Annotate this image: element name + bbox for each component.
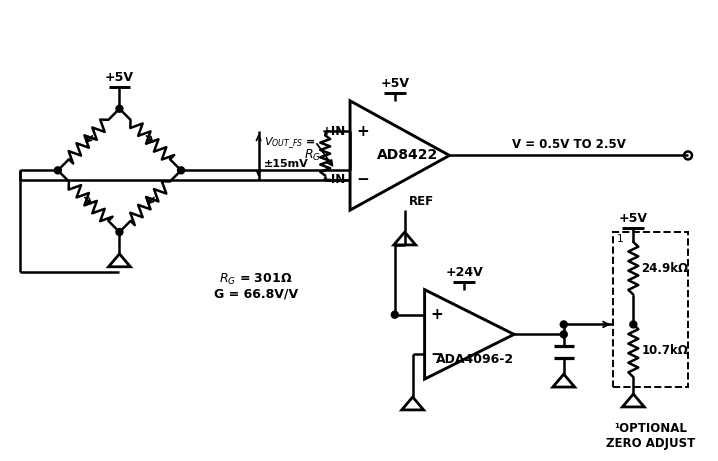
Text: +: + — [356, 124, 369, 139]
Text: ZERO ADJUST: ZERO ADJUST — [606, 437, 695, 450]
Circle shape — [55, 167, 61, 174]
Text: AD8422: AD8422 — [377, 148, 438, 162]
Circle shape — [560, 321, 567, 328]
Text: −IN: −IN — [322, 173, 346, 186]
Text: +IN: +IN — [322, 125, 346, 138]
Text: $R_G$: $R_G$ — [304, 148, 321, 163]
Circle shape — [116, 105, 123, 112]
Text: +24V: +24V — [445, 266, 483, 279]
Text: $V_{OUT\_FS}$ =: $V_{OUT\_FS}$ = — [264, 136, 315, 152]
Text: 24.9kΩ: 24.9kΩ — [641, 262, 689, 275]
Text: REF: REF — [409, 195, 434, 208]
Text: +5V: +5V — [619, 212, 648, 225]
Circle shape — [630, 321, 637, 328]
Text: V = 0.5V TO 2.5V: V = 0.5V TO 2.5V — [512, 138, 625, 152]
Text: +5V: +5V — [381, 77, 409, 90]
Circle shape — [177, 167, 185, 174]
Text: 1: 1 — [617, 234, 623, 244]
Circle shape — [116, 229, 123, 236]
Text: +5V: +5V — [105, 71, 134, 84]
Text: −: − — [431, 347, 443, 361]
Circle shape — [391, 311, 398, 318]
Text: ¹OPTIONAL: ¹OPTIONAL — [615, 422, 687, 435]
Text: −: − — [356, 172, 369, 187]
Text: G = 66.8V/V: G = 66.8V/V — [213, 287, 298, 300]
Text: 10.7kΩ: 10.7kΩ — [641, 344, 688, 357]
Text: +: + — [431, 307, 443, 322]
Text: $R_G$ = 301Ω: $R_G$ = 301Ω — [219, 272, 292, 287]
Text: ADA4096-2: ADA4096-2 — [437, 353, 514, 366]
Text: ±15mV: ±15mV — [264, 160, 308, 170]
Circle shape — [560, 331, 567, 338]
